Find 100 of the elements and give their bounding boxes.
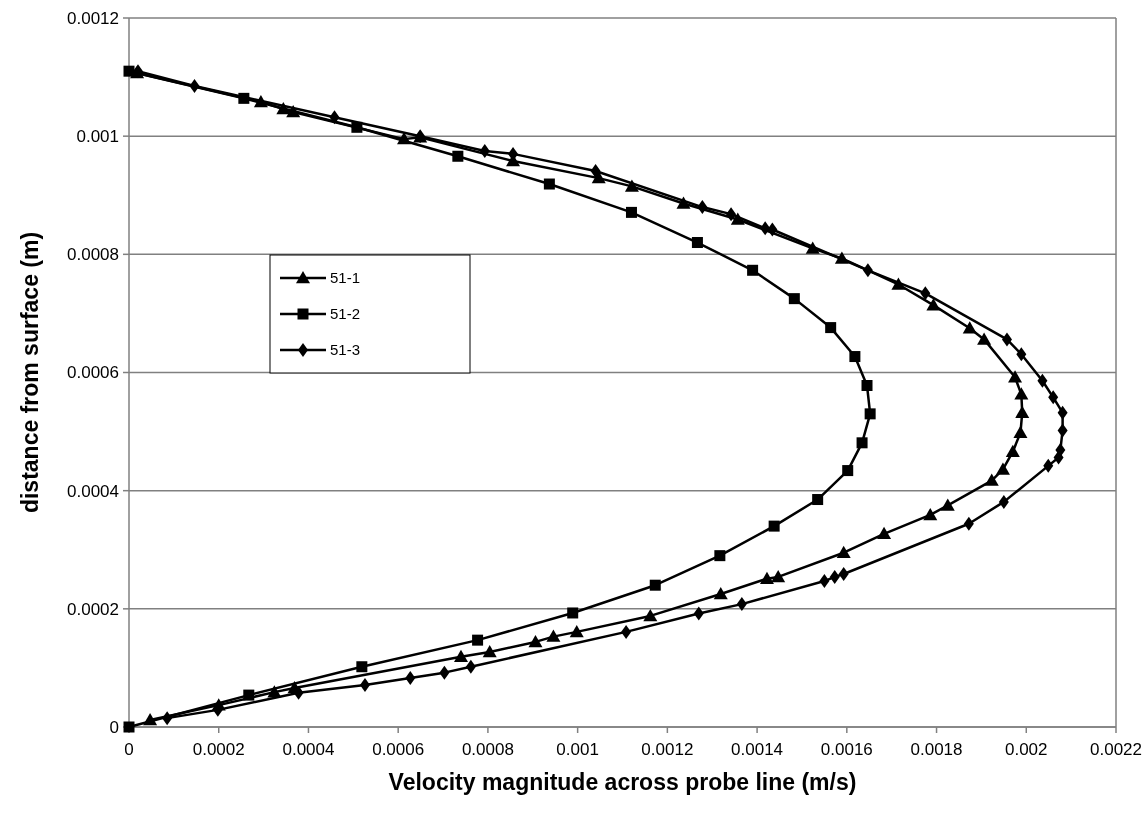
x-axis-title: Velocity magnitude across probe line (m/s) [388, 769, 857, 795]
point [819, 574, 830, 589]
point [697, 200, 708, 215]
point [439, 665, 450, 680]
point [1013, 425, 1028, 439]
point [1005, 444, 1020, 457]
y-axis-title: distance from surface (m) [17, 231, 43, 514]
point [1057, 423, 1068, 438]
point [452, 150, 464, 162]
point [543, 178, 555, 190]
point [624, 179, 639, 192]
point [472, 634, 484, 646]
point [479, 143, 490, 158]
point [864, 408, 876, 420]
legend-label: 51-1 [330, 269, 361, 287]
point [243, 689, 255, 701]
point [920, 286, 931, 301]
y-tick-label: 0.0006 [67, 363, 119, 383]
y-tick-label: 0.0002 [67, 599, 119, 619]
legend-label: 51-2 [330, 305, 361, 323]
point [812, 494, 824, 506]
point [1014, 387, 1029, 400]
point [123, 65, 135, 77]
point [546, 629, 561, 642]
point [713, 587, 728, 600]
point [1043, 458, 1054, 473]
point [356, 661, 368, 673]
point [842, 465, 854, 477]
point [453, 649, 468, 662]
point [590, 164, 601, 179]
point [465, 659, 476, 674]
point [940, 498, 955, 511]
point [691, 237, 703, 249]
point [621, 624, 632, 639]
point [836, 545, 851, 558]
point [984, 473, 999, 486]
y-tick-label: 0 [109, 717, 119, 737]
point [771, 569, 786, 583]
point [405, 670, 416, 685]
y-tick-label: 0.0008 [67, 245, 119, 265]
point [643, 608, 658, 622]
point [1008, 370, 1023, 383]
point [482, 644, 497, 658]
point [995, 462, 1010, 475]
x-tick-label: 0.0016 [820, 740, 873, 759]
x-tick-label: 0 [124, 740, 134, 759]
x-tick-label: 0.0012 [641, 740, 694, 759]
point [1037, 373, 1048, 388]
point [998, 494, 1009, 509]
point [962, 321, 977, 334]
point [747, 264, 759, 276]
point [862, 263, 873, 278]
point [861, 380, 873, 391]
point [693, 606, 704, 621]
point [788, 293, 800, 305]
x-tick-label: 0.0002 [192, 740, 245, 759]
point [528, 634, 543, 648]
point [829, 569, 840, 584]
x-tick-label: 0.0022 [1090, 740, 1142, 759]
point [1016, 347, 1027, 362]
point [293, 685, 304, 700]
point [877, 526, 892, 540]
point [768, 520, 780, 532]
point [714, 550, 726, 562]
point [1057, 405, 1068, 420]
point [767, 222, 778, 237]
point [736, 597, 747, 612]
x-tick-label: 0.0018 [910, 740, 963, 759]
x-tick-label: 0.0008 [461, 740, 514, 759]
point [1055, 442, 1066, 457]
x-tick-label: 0.0006 [372, 740, 425, 759]
point [838, 566, 849, 581]
y-tick-label: 0.0012 [67, 8, 119, 28]
point [856, 437, 868, 449]
point [625, 206, 637, 218]
y-tick-label: 0.0004 [67, 481, 119, 501]
point [760, 221, 771, 236]
x-tick-label: 0.001 [556, 740, 599, 759]
point [923, 507, 938, 521]
point [1048, 390, 1059, 405]
point [359, 678, 370, 693]
x-tick-label: 0.002 [1005, 740, 1048, 759]
point [849, 351, 861, 363]
legend-label: 51-3 [330, 341, 361, 359]
point [726, 207, 737, 222]
point [977, 332, 992, 345]
point [963, 516, 974, 531]
point [329, 110, 340, 125]
point [759, 571, 774, 584]
point [189, 78, 200, 93]
point [567, 607, 579, 619]
point [825, 322, 837, 334]
point [926, 298, 941, 311]
point [1015, 405, 1030, 418]
point [1001, 332, 1012, 347]
point [162, 711, 173, 726]
x-tick-label: 0.0004 [282, 740, 335, 759]
y-tick-label: 0.001 [76, 127, 119, 147]
point [649, 579, 661, 591]
x-tick-label: 0.0014 [731, 740, 784, 759]
